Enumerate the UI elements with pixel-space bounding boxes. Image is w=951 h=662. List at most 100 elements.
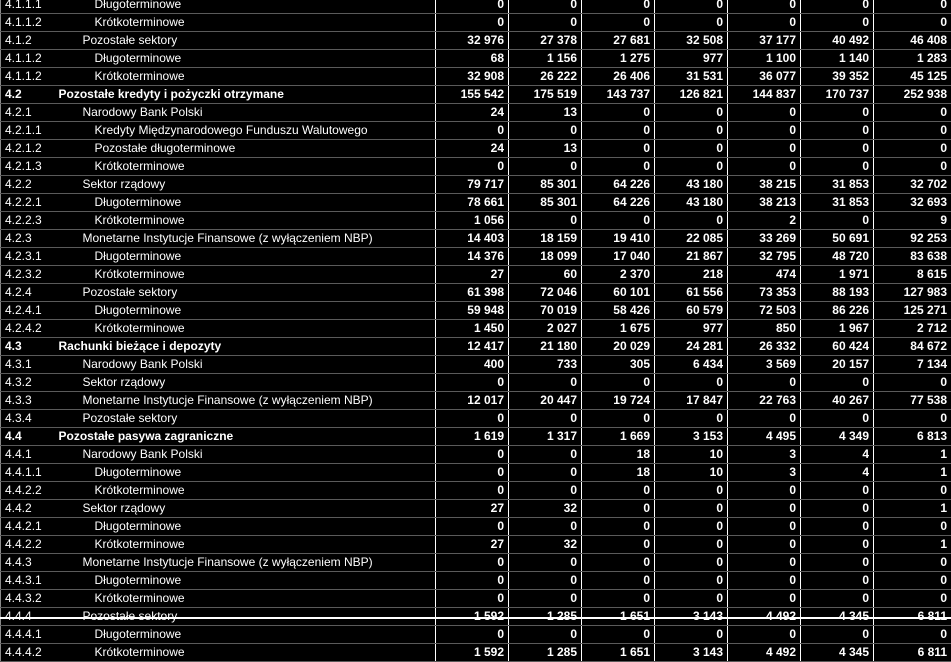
value-cell[interactable]: 7 134 [874, 356, 951, 374]
row-code-cell[interactable]: 4.2.1.2 [1, 140, 56, 158]
value-cell[interactable]: 170 737 [801, 86, 874, 104]
row-name-cell[interactable]: Sektor rządowy [56, 500, 436, 518]
value-cell[interactable]: 127 983 [874, 284, 951, 302]
value-cell[interactable]: 6 434 [655, 356, 728, 374]
value-cell[interactable]: 17 847 [655, 392, 728, 410]
value-cell[interactable]: 0 [728, 482, 801, 500]
value-cell[interactable]: 0 [801, 500, 874, 518]
value-cell[interactable]: 21 180 [509, 338, 582, 356]
value-cell[interactable]: 24 [436, 104, 509, 122]
value-cell[interactable]: 61 398 [436, 284, 509, 302]
value-cell[interactable]: 64 226 [582, 176, 655, 194]
value-cell[interactable]: 2 [728, 212, 801, 230]
value-cell[interactable]: 0 [728, 374, 801, 392]
row-name-cell[interactable]: Pozostałe sektory [56, 410, 436, 428]
value-cell[interactable]: 125 271 [874, 302, 951, 320]
value-cell[interactable]: 31 853 [801, 176, 874, 194]
value-cell[interactable]: 0 [509, 572, 582, 590]
value-cell[interactable]: 60 [509, 266, 582, 284]
row-name-cell[interactable]: Krótkoterminowe [56, 320, 436, 338]
value-cell[interactable]: 0 [582, 410, 655, 428]
value-cell[interactable]: 40 492 [801, 32, 874, 50]
value-cell[interactable]: 175 519 [509, 86, 582, 104]
value-cell[interactable]: 17 040 [582, 248, 655, 266]
value-cell[interactable]: 27 [436, 500, 509, 518]
value-cell[interactable]: 48 720 [801, 248, 874, 266]
row-code-cell[interactable]: 4.4 [1, 428, 56, 446]
value-cell[interactable]: 38 213 [728, 194, 801, 212]
value-cell[interactable]: 0 [728, 500, 801, 518]
value-cell[interactable]: 0 [801, 212, 874, 230]
row-name-cell[interactable]: Krótkoterminowe [56, 158, 436, 176]
value-cell[interactable]: 0 [728, 14, 801, 32]
value-cell[interactable]: 0 [874, 572, 951, 590]
row-code-cell[interactable]: 4.2.4.1 [1, 302, 56, 320]
row-name-cell[interactable]: Narodowy Bank Polski [56, 356, 436, 374]
value-cell[interactable]: 10 [655, 464, 728, 482]
value-cell[interactable]: 1 156 [509, 50, 582, 68]
value-cell[interactable]: 60 579 [655, 302, 728, 320]
value-cell[interactable]: 18 [582, 464, 655, 482]
value-cell[interactable]: 0 [582, 554, 655, 572]
value-cell[interactable]: 0 [582, 140, 655, 158]
value-cell[interactable]: 0 [436, 410, 509, 428]
value-cell[interactable]: 92 253 [874, 230, 951, 248]
value-cell[interactable]: 0 [655, 0, 728, 14]
row-code-cell[interactable]: 4.2.3 [1, 230, 56, 248]
value-cell[interactable]: 60 424 [801, 338, 874, 356]
value-cell[interactable]: 0 [582, 374, 655, 392]
value-cell[interactable]: 20 157 [801, 356, 874, 374]
value-cell[interactable]: 68 [436, 50, 509, 68]
value-cell[interactable]: 0 [509, 554, 582, 572]
value-cell[interactable]: 0 [801, 140, 874, 158]
value-cell[interactable]: 0 [728, 122, 801, 140]
value-cell[interactable]: 12 017 [436, 392, 509, 410]
value-cell[interactable]: 58 426 [582, 302, 655, 320]
value-cell[interactable]: 1 283 [874, 50, 951, 68]
value-cell[interactable]: 0 [728, 0, 801, 14]
value-cell[interactable]: 0 [801, 482, 874, 500]
value-cell[interactable]: 21 867 [655, 248, 728, 266]
value-cell[interactable]: 3 [728, 446, 801, 464]
value-cell[interactable]: 26 406 [582, 68, 655, 86]
value-cell[interactable]: 1 619 [436, 428, 509, 446]
value-cell[interactable]: 1 450 [436, 320, 509, 338]
value-cell[interactable]: 0 [874, 0, 951, 14]
row-code-cell[interactable]: 4.4.2 [1, 500, 56, 518]
row-name-cell[interactable]: Pozostałe sektory [56, 32, 436, 50]
value-cell[interactable]: 0 [509, 464, 582, 482]
value-cell[interactable]: 3 [728, 464, 801, 482]
value-cell[interactable]: 64 226 [582, 194, 655, 212]
value-cell[interactable]: 2 370 [582, 266, 655, 284]
value-cell[interactable]: 3 143 [655, 644, 728, 662]
row-name-cell[interactable]: Monetarne Instytucje Finansowe (z wyłącz… [56, 230, 436, 248]
value-cell[interactable]: 1 140 [801, 50, 874, 68]
value-cell[interactable]: 0 [509, 482, 582, 500]
value-cell[interactable]: 474 [728, 266, 801, 284]
row-name-cell[interactable]: Pozostałe długoterminowe [56, 140, 436, 158]
value-cell[interactable]: 8 615 [874, 266, 951, 284]
row-code-cell[interactable]: 4.2.1 [1, 104, 56, 122]
value-cell[interactable]: 0 [436, 626, 509, 644]
value-cell[interactable]: 6 811 [874, 644, 951, 662]
value-cell[interactable]: 10 [655, 446, 728, 464]
value-cell[interactable]: 0 [655, 140, 728, 158]
value-cell[interactable]: 0 [509, 590, 582, 608]
value-cell[interactable]: 50 691 [801, 230, 874, 248]
value-cell[interactable]: 0 [874, 410, 951, 428]
row-code-cell[interactable]: 4.2.4.2 [1, 320, 56, 338]
value-cell[interactable]: 79 717 [436, 176, 509, 194]
value-cell[interactable]: 31 853 [801, 194, 874, 212]
value-cell[interactable]: 4 349 [801, 428, 874, 446]
value-cell[interactable]: 0 [655, 482, 728, 500]
value-cell[interactable]: 1 592 [436, 644, 509, 662]
value-cell[interactable]: 2 027 [509, 320, 582, 338]
value-cell[interactable]: 83 638 [874, 248, 951, 266]
row-name-cell[interactable]: Długoterminowe [56, 518, 436, 536]
row-name-cell[interactable]: Kredyty Międzynarodowego Funduszu Waluto… [56, 122, 436, 140]
value-cell[interactable]: 0 [655, 122, 728, 140]
value-cell[interactable]: 0 [874, 554, 951, 572]
value-cell[interactable]: 6 813 [874, 428, 951, 446]
row-name-cell[interactable]: Krótkoterminowe [56, 536, 436, 554]
value-cell[interactable]: 32 702 [874, 176, 951, 194]
